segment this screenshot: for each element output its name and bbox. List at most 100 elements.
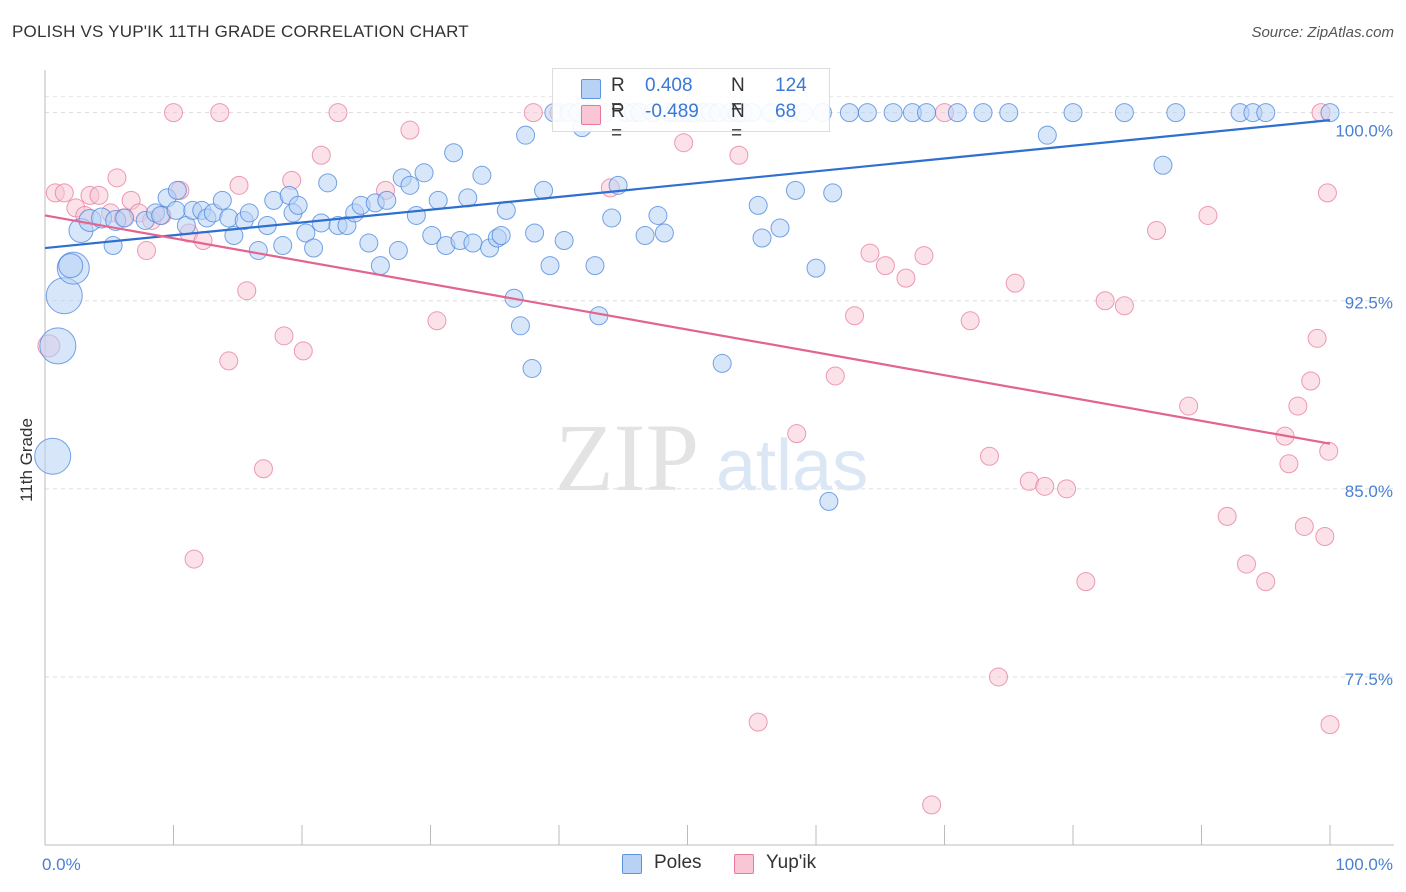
poles-point (248, 241, 268, 261)
poles-point (1320, 103, 1340, 123)
yupik-point (896, 268, 916, 288)
trendlines (44, 119, 1331, 445)
yupik-point (674, 133, 694, 153)
poles-point (522, 358, 542, 378)
watermark: ZIP atlas (555, 404, 868, 511)
yupik-trendline (44, 214, 1331, 445)
poles-point (516, 125, 536, 145)
poles-point (288, 195, 308, 215)
poles-point (540, 256, 560, 276)
poles-point (103, 236, 123, 256)
poles-point (463, 233, 483, 253)
y-tick-label: 92.5% (1345, 294, 1393, 313)
poles-legend-label: Poles (654, 852, 702, 873)
yupik-point (988, 667, 1008, 687)
poles-point (785, 180, 805, 200)
poles-point (1114, 103, 1134, 123)
yupik-legend-label: Yup'ik (766, 852, 817, 873)
yupik-point (523, 103, 543, 123)
poles-point (212, 190, 232, 210)
poles-point (823, 183, 843, 203)
yupik-point (293, 341, 313, 361)
yupik-point (1057, 479, 1077, 499)
poles-point (748, 195, 768, 215)
yupik-point (253, 459, 273, 479)
yupik-point (210, 103, 230, 123)
poles-point (34, 437, 72, 475)
r-value: -0.489 (645, 101, 699, 122)
poles-point (857, 103, 877, 123)
yupik-point (427, 311, 447, 331)
poles-point (534, 180, 554, 200)
poles-point (406, 205, 426, 225)
watermark-zip: ZIP (555, 404, 699, 511)
yupik-point (229, 175, 249, 195)
poles-point (1037, 125, 1057, 145)
poles-point (602, 208, 622, 228)
yupik-point (107, 168, 127, 188)
yupik-point (1256, 572, 1276, 592)
poles-trendline (44, 119, 1331, 250)
r-label: R = (611, 101, 625, 144)
yupik-point (922, 795, 942, 815)
poles-point (58, 253, 84, 279)
yupik-point (164, 103, 183, 123)
poles-point (525, 223, 545, 243)
poles-point (496, 200, 516, 220)
poles-point (428, 190, 448, 210)
poles-point (654, 223, 674, 243)
yupik-point (1279, 454, 1299, 474)
x-tick-labels: 0.0% 100.0% (42, 855, 1393, 874)
stats-legend: R = 0.408 N = 124 R = -0.489 N = 68 (552, 68, 830, 144)
x-tick-label: 100.0% (1335, 855, 1393, 874)
chart-title: POLISH VS YUP'IK 11TH GRADE CORRELATION … (12, 22, 469, 41)
poles-point (472, 165, 492, 185)
poles-point (839, 103, 859, 123)
poles-point (1063, 103, 1083, 123)
yupik-point (914, 246, 934, 266)
poles-point (999, 103, 1019, 123)
poles-point (359, 233, 379, 253)
yupik-point (1114, 296, 1134, 316)
y-axis-label: 11th Grade (17, 418, 36, 502)
yupik-point (1147, 220, 1167, 240)
yupik-point (1179, 396, 1199, 416)
poles-point (1166, 103, 1186, 123)
poles-point (318, 173, 338, 193)
poles-point (752, 228, 772, 248)
poles-swatch (581, 79, 601, 99)
yupik-point (237, 281, 257, 301)
poles-point (973, 103, 993, 123)
yupik-legend-swatch (734, 854, 754, 874)
poles-point (491, 226, 511, 246)
yupik-point (1076, 572, 1096, 592)
yupik-point (960, 311, 980, 331)
poles-point (1153, 155, 1173, 175)
y-tick-labels: 77.5% 85.0% 92.5% 100.0% (1335, 122, 1393, 689)
poles-point (311, 213, 331, 233)
n-value: 68 (775, 101, 797, 122)
poles-point (635, 226, 655, 246)
poles-point (388, 241, 408, 261)
poles-point (510, 316, 530, 336)
yupik-point (193, 231, 213, 251)
poles-point (1256, 103, 1276, 123)
poles-point (819, 491, 839, 511)
poles-point (296, 223, 316, 243)
yupik-point (184, 549, 204, 569)
yupik-point (860, 243, 880, 263)
poles-point (585, 256, 605, 276)
yupik-point (845, 306, 865, 326)
poles-point (273, 236, 293, 256)
yupik-point (748, 712, 768, 732)
yupik-point (1317, 183, 1337, 203)
poles-point (422, 226, 442, 246)
yupik-point (1005, 273, 1025, 293)
r-value: 0.408 (645, 75, 693, 96)
poles-point (917, 103, 937, 123)
n-label: N = (731, 101, 745, 144)
yupik-point (1217, 506, 1237, 526)
yupik-point (1288, 396, 1308, 416)
yupik-point (875, 256, 895, 276)
